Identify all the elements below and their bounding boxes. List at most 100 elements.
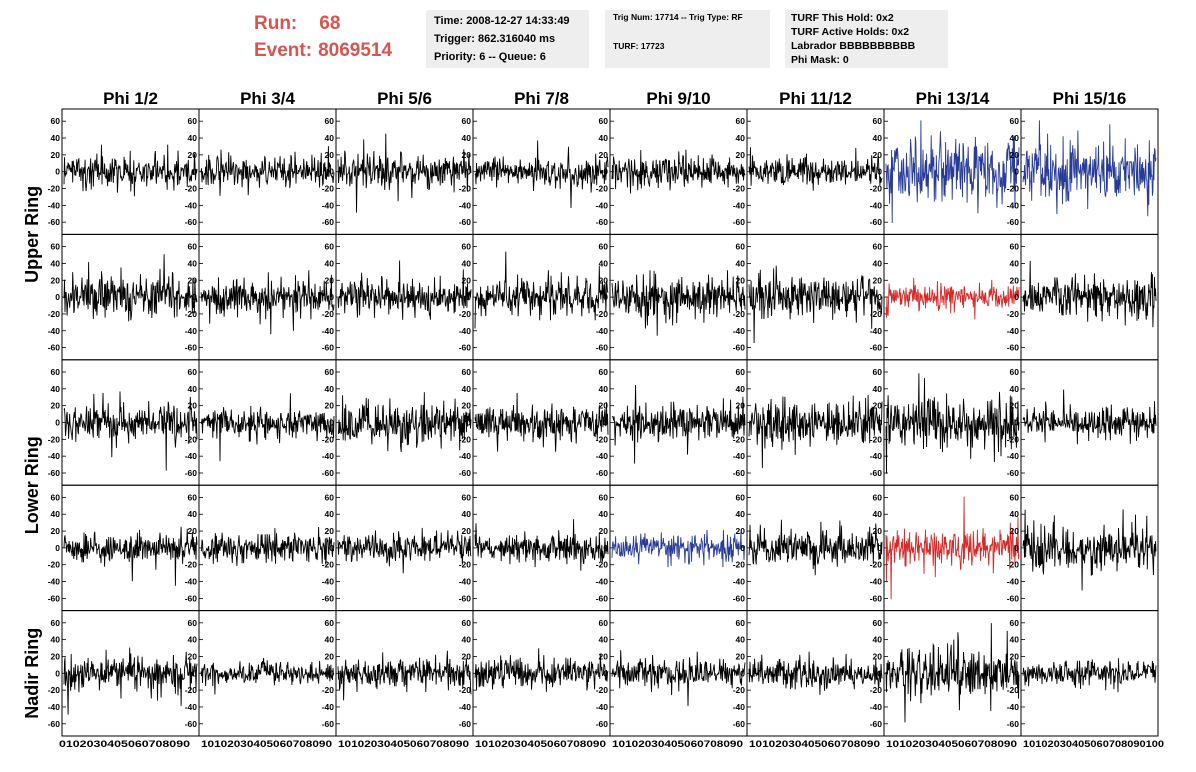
ytick-label-r4-c5-40: 40 [599, 509, 609, 519]
ytick-label-r1-c2--40: -40 [185, 200, 198, 210]
ytick-label-r4-c6--40: -40 [733, 577, 746, 587]
ytick-label-r2-c8--40: -40 [1007, 326, 1020, 336]
ytick-label-r5-c6--20: -20 [733, 685, 746, 695]
ytick-label-r5-c8-40: 40 [1010, 635, 1020, 645]
waveform-r5-c1 [63, 647, 198, 715]
ytick-label-r4-c6-20: 20 [736, 526, 746, 536]
ytick-label-r2-c8-0: 0 [1014, 292, 1019, 302]
ytick-label-r2-c4-0: 0 [466, 292, 471, 302]
waveform-r3-c5 [611, 384, 746, 464]
ytick-label-r4-c4--40: -40 [459, 577, 472, 587]
ytick-label-r4-c1-20: 20 [51, 526, 61, 536]
ytick-label-r2-c1-20: 20 [51, 275, 61, 285]
waveform-r3-c1 [63, 391, 198, 471]
ytick-label-r5-c8--40: -40 [1007, 702, 1020, 712]
ytick-label-r4-c8--40: -40 [1007, 577, 1020, 587]
xaxis-labels-col-5: 10102030405060708090 [612, 739, 743, 750]
waveform-r2-c8 [1022, 260, 1157, 328]
ytick-label-r3-c2-20: 20 [188, 401, 198, 411]
labrador-text: Labrador BBBBBBBBBB [791, 40, 916, 52]
ytick-label-r1-c4-60: 60 [462, 116, 472, 126]
ytick-label-r2-c2-40: 40 [188, 258, 198, 268]
waveform-r2-c2 [200, 270, 335, 335]
ytick-label-r5-c2-40: 40 [188, 635, 198, 645]
ytick-label-r5-c8--20: -20 [1007, 685, 1020, 695]
xaxis-labels-col-2: 10102030405060708090 [201, 739, 332, 750]
ytick-label-r3-c8-40: 40 [1010, 384, 1020, 394]
ytick-label-r4-c4-60: 60 [462, 492, 472, 502]
waveform-r4-c3 [337, 527, 472, 574]
ytick-label-r5-c4-0: 0 [466, 668, 471, 678]
ytick-label-r1-c6-40: 40 [736, 133, 746, 143]
ytick-label-r1-c1-20: 20 [51, 150, 61, 160]
phi-mask-text: Phi Mask: 0 [791, 54, 849, 66]
ytick-label-r3-c8--60: -60 [1007, 468, 1020, 478]
ytick-label-r3-c7-20: 20 [873, 401, 883, 411]
ytick-label-r1-c8-20: 20 [1010, 150, 1020, 160]
ytick-label-r3-c4-20: 20 [462, 401, 472, 411]
waveform-r1-c8 [1022, 120, 1157, 217]
ytick-label-r3-c3--20: -20 [322, 434, 335, 444]
ytick-label-r4-c3--60: -60 [322, 593, 335, 603]
ytick-label-r1-c5-20: 20 [599, 150, 609, 160]
ytick-label-r2-c7-40: 40 [873, 258, 883, 268]
ytick-label-r1-c8-0: 0 [1014, 167, 1019, 177]
waveform-r5-c5 [611, 650, 746, 707]
row-label-1: Upper Ring [22, 186, 42, 283]
ytick-label-r5-c3-20: 20 [325, 651, 335, 661]
ytick-label-r3-c7--40: -40 [870, 451, 883, 461]
ytick-label-r5-c3-60: 60 [325, 618, 335, 628]
ytick-label-r3-c5--40: -40 [596, 451, 609, 461]
ytick-label-r3-c1-60: 60 [51, 367, 61, 377]
ytick-label-r3-c5-0: 0 [603, 418, 608, 428]
ytick-label-r3-c1--60: -60 [48, 468, 61, 478]
ytick-label-r4-c3-0: 0 [329, 543, 334, 553]
ytick-label-r5-c5-40: 40 [599, 635, 609, 645]
waveform-r2-c4 [474, 251, 609, 329]
ytick-label-r2-c5-0: 0 [603, 292, 608, 302]
xaxis-labels-col-4: 10102030405060708090 [475, 739, 606, 750]
ytick-label-r1-c8-40: 40 [1010, 133, 1020, 143]
ytick-label-r1-c3-60: 60 [325, 116, 335, 126]
ytick-label-r4-c2--20: -20 [185, 560, 198, 570]
run-event-info: Run: 68 Event: 8069514 [254, 10, 392, 64]
ytick-label-r5-c6--40: -40 [733, 702, 746, 712]
ytick-label-r1-c1-0: 0 [55, 167, 60, 177]
ytick-label-r3-c8--40: -40 [1007, 451, 1020, 461]
waveform-r1-c3 [337, 133, 472, 213]
ytick-label-r3-c6--60: -60 [733, 468, 746, 478]
ytick-label-r5-c4-60: 60 [462, 618, 472, 628]
ytick-label-r3-c7-60: 60 [873, 367, 883, 377]
ytick-label-r4-c5--60: -60 [596, 593, 609, 603]
ytick-label-r5-c8-20: 20 [1010, 651, 1020, 661]
ytick-label-r2-c6--60: -60 [733, 343, 746, 353]
ytick-label-r5-c1--20: -20 [48, 685, 61, 695]
ytick-label-r2-c7-20: 20 [873, 275, 883, 285]
ytick-label-r4-c8--20: -20 [1007, 560, 1020, 570]
ytick-label-r2-c3--20: -20 [322, 309, 335, 319]
ytick-label-r2-c1-0: 0 [55, 292, 60, 302]
ytick-label-r4-c2-20: 20 [188, 526, 198, 536]
turf-text: TURF: 17723 [613, 41, 665, 51]
waveform-r2-c6 [748, 265, 883, 344]
waveform-r1-c2 [200, 146, 335, 196]
timing-info-box: Time: 2008-12-27 14:33:49 Trigger: 862.3… [426, 10, 589, 68]
ytick-label-r4-c1-0: 0 [55, 543, 60, 553]
ytick-label-r2-c3--40: -40 [322, 326, 335, 336]
ytick-label-r3-c8-0: 0 [1014, 418, 1019, 428]
ytick-label-r1-c1--20: -20 [48, 184, 61, 194]
ytick-label-r2-c1-60: 60 [51, 242, 61, 252]
panel-frame-r4-c4 [472, 484, 611, 612]
trigger-text: Trigger: 862.316040 ms [434, 33, 556, 45]
ytick-label-r5-c7--20: -20 [870, 685, 883, 695]
time-text: Time: 2008-12-27 14:33:49 [434, 15, 570, 27]
ytick-label-r3-c4-60: 60 [462, 367, 472, 377]
ytick-label-r3-c1--20: -20 [48, 434, 61, 444]
ytick-label-r5-c3--40: -40 [322, 702, 335, 712]
ytick-label-r1-c3-0: 0 [329, 167, 334, 177]
ytick-label-r4-c2-60: 60 [188, 492, 198, 502]
ytick-label-r5-c2--60: -60 [185, 719, 198, 729]
ytick-label-r4-c3-40: 40 [325, 509, 335, 519]
xaxis-labels-col-6: 10102030405060708090 [749, 739, 880, 750]
column-header-4: Phi 7/8 [514, 89, 569, 108]
